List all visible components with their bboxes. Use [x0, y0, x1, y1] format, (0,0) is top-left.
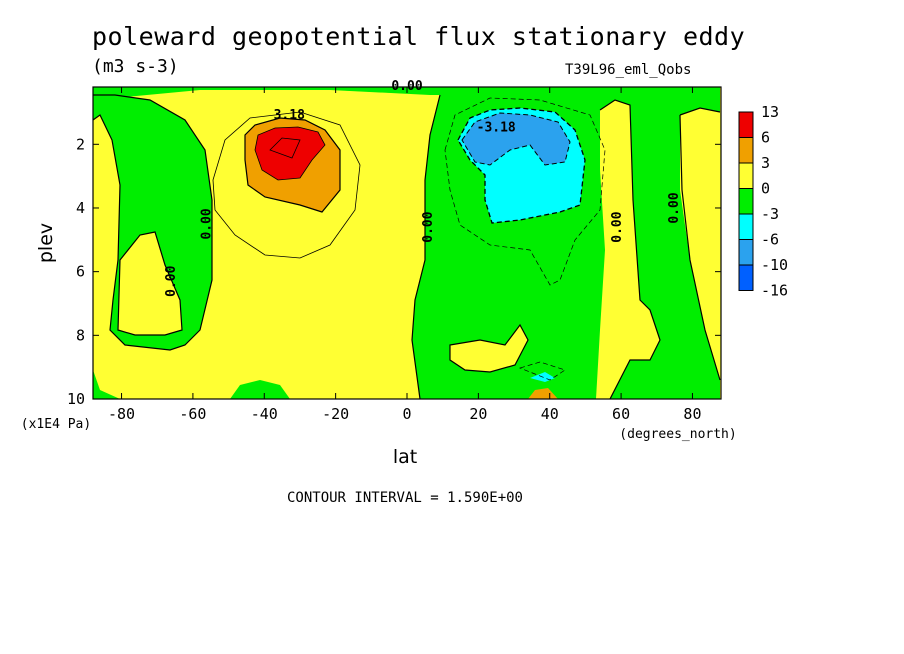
contour-labels: 3.18 -3.18 0.00 0.00 0.00 0.00 0.00 0.00 — [164, 79, 682, 297]
contour-label: 0.00 — [164, 265, 179, 296]
contour-label: 0.00 — [610, 211, 625, 242]
region-negative-6-10 — [462, 113, 570, 165]
colorbar-label: 6 — [761, 129, 770, 147]
region-right-positive-band — [596, 100, 660, 399]
y-axis-ticks: 2 4 6 8 10 — [67, 135, 721, 408]
x-tick-label: 40 — [541, 405, 559, 423]
negative-contour-lines — [444, 97, 606, 381]
y-axis-units: (x1E4 Pa) — [21, 417, 91, 432]
y-axis-label: plev — [35, 223, 57, 263]
colorbar-label: 3 — [761, 154, 770, 172]
region-bottom-positive-spot — [528, 388, 558, 399]
contour-interval: CONTOUR INTERVAL = 1.590E+00 — [287, 490, 523, 506]
x-axis-label: lat — [393, 446, 417, 468]
x-tick-label: -80 — [108, 405, 135, 423]
colorbar-swatch — [738, 213, 754, 240]
colorbar-label: -10 — [761, 256, 788, 274]
colorbar-label: -3 — [761, 205, 779, 223]
region-left-edge-negative-2 — [93, 87, 720, 100]
chart-units: (m3 s-3) — [92, 56, 179, 77]
y-tick-label: 2 — [76, 135, 85, 153]
y-tick-label: 8 — [76, 326, 85, 344]
contour-label: -3.18 — [477, 121, 516, 136]
contour-label: 0.00 — [421, 211, 436, 242]
colorbar-swatch — [738, 239, 754, 266]
colorbar-label: 0 — [761, 180, 770, 198]
x-tick-label: -40 — [251, 405, 278, 423]
region-left-positive-island — [118, 232, 182, 335]
contour-label: 3.18 — [274, 108, 305, 123]
x-tick-label: 20 — [469, 405, 487, 423]
colorbar-swatch — [738, 137, 754, 164]
region-mid-positive-island — [450, 325, 528, 372]
region-small-positive-island — [385, 305, 398, 340]
colorbar: 13 6 3 0 -3 -6 -10 -16 — [738, 103, 788, 300]
x-tick-label: 60 — [612, 405, 630, 423]
colorbar-swatch — [738, 162, 754, 189]
colorbar-label: -16 — [761, 282, 788, 300]
region-bottom-mid-negative — [230, 380, 290, 399]
x-tick-label: -60 — [179, 405, 206, 423]
run-name: T39L96_eml_Qobs — [565, 62, 692, 78]
contour-lines — [93, 94, 721, 399]
contour-label: 0.00 — [667, 192, 682, 223]
colorbar-swatch — [738, 264, 754, 291]
contour-label: 0.00 — [200, 208, 215, 239]
colorbar-swatch — [738, 188, 754, 215]
x-axis-ticks: -80 -60 -40 -20 0 20 40 60 80 — [108, 87, 701, 423]
x-tick-label: -20 — [322, 405, 349, 423]
chart-title: poleward geopotential flux stationary ed… — [92, 22, 746, 51]
x-axis-units: (degrees_north) — [619, 427, 736, 442]
filled-contours — [93, 87, 721, 399]
x-tick-label: 0 — [402, 405, 411, 423]
x-tick-label: 80 — [683, 405, 701, 423]
y-tick-label: 6 — [76, 263, 85, 281]
colorbar-label: -6 — [761, 231, 779, 249]
y-tick-label: 10 — [67, 390, 85, 408]
region-bottom-left-negative — [93, 370, 120, 399]
colorbar-label: 13 — [761, 103, 779, 121]
y-tick-label: 4 — [76, 199, 85, 217]
region-far-right-positive — [680, 108, 720, 380]
contour-label: 0.00 — [391, 79, 422, 94]
colorbar-swatch — [738, 111, 754, 138]
